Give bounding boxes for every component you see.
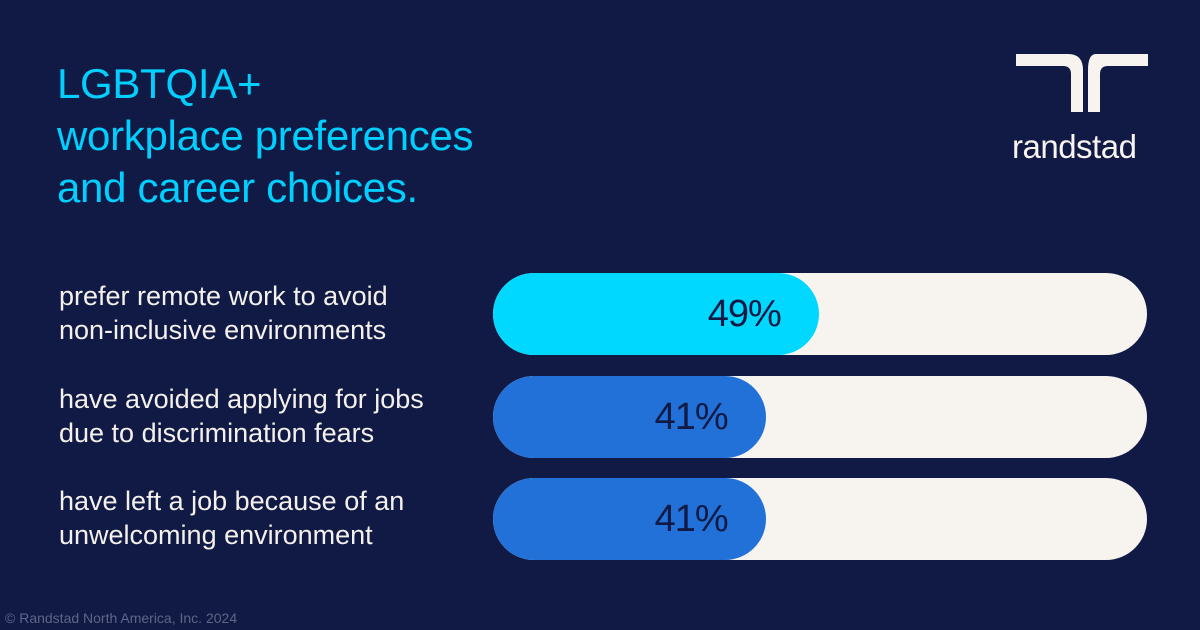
bar-category-label: have avoided applying for jobs due to dis… [59, 382, 424, 450]
bar-category-label-line: due to discrimination fears [59, 418, 375, 448]
bar-category-label-line: have avoided applying for jobs [59, 384, 424, 414]
title-line-3: and career choices. [57, 164, 418, 211]
brand-wordmark: randstad [1012, 128, 1137, 165]
bar-track: 49% [493, 273, 1147, 355]
bar-row: prefer remote work to avoid non-inclusive… [0, 273, 1200, 355]
bar-row: have avoided applying for jobs due to dis… [0, 376, 1200, 458]
title-line-1: LGBTQIA+ [57, 60, 262, 107]
bar-category-label-line: unwelcoming environment [59, 520, 373, 550]
bar-row: have left a job because of an unwelcoming… [0, 478, 1200, 560]
bar-value-label: 49% [707, 293, 782, 335]
bar-value-label: 41% [654, 396, 729, 438]
bar-category-label-line: have left a job because of an [59, 486, 405, 516]
title-line-2: workplace preferences [57, 112, 474, 159]
bar-value-label: 41% [654, 498, 729, 540]
bar-category-label-line: non-inclusive environments [59, 315, 387, 345]
bar-fill [493, 273, 819, 355]
bar-track: 41% [493, 376, 1147, 458]
bar-category-label: prefer remote work to avoid non-inclusive… [59, 279, 388, 347]
copyright-text: © Randstad North America, Inc. 2024 [5, 610, 238, 626]
randstad-logo-icon [1016, 54, 1148, 112]
bar-category-label-line: prefer remote work to avoid [59, 281, 388, 311]
bar-fill [493, 478, 766, 560]
bar-track: 41% [493, 478, 1147, 560]
page-title: LGBTQIA+ workplace preferences and caree… [57, 58, 474, 214]
bar-category-label: have left a job because of an unwelcoming… [59, 484, 404, 552]
bar-fill [493, 376, 766, 458]
